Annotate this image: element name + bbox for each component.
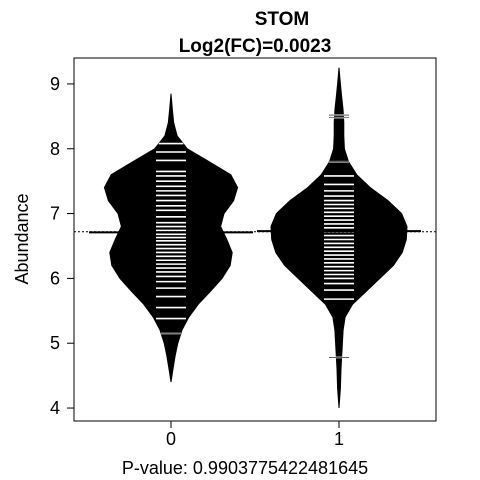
- x-tick-label: 0: [166, 429, 176, 449]
- y-axis: 4 5 6 7 8 9: [50, 74, 75, 418]
- y-axis-title: Abundance: [12, 193, 32, 284]
- chart-title: STOM: [255, 9, 310, 30]
- chart-subtitle: Log2(FC)=0.0023: [179, 36, 332, 57]
- x-tick-label: 1: [334, 429, 344, 449]
- x-axis-title: P-value: 0.9903775422481645: [122, 458, 368, 478]
- points-layer: [156, 114, 354, 359]
- y-tick-label: 5: [50, 333, 60, 353]
- y-tick-label: 4: [50, 398, 60, 418]
- y-tick-label: 9: [50, 74, 60, 94]
- y-tick-label: 8: [50, 139, 60, 159]
- y-tick-label: 6: [50, 268, 60, 288]
- beans-layer: [103, 67, 408, 409]
- mean-lines-layer: [89, 230, 421, 234]
- y-tick-label: 7: [50, 204, 60, 224]
- bean-shape: [270, 67, 408, 409]
